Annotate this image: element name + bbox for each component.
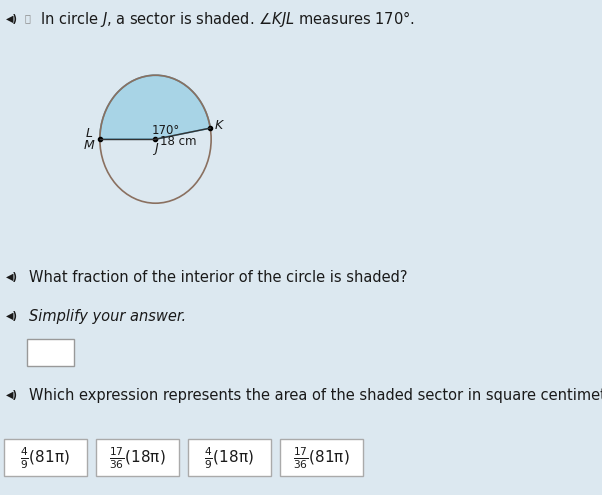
Text: 🖼: 🖼 <box>25 14 31 24</box>
FancyBboxPatch shape <box>96 440 179 476</box>
Text: 18 cm: 18 cm <box>160 135 197 148</box>
Text: ◀): ◀) <box>5 390 17 400</box>
FancyBboxPatch shape <box>27 339 74 366</box>
Text: ◀): ◀) <box>5 14 17 24</box>
FancyBboxPatch shape <box>188 440 271 476</box>
Text: $\frac{17}{36}$(18π): $\frac{17}{36}$(18π) <box>109 445 166 471</box>
Text: L: L <box>85 127 93 140</box>
Text: K: K <box>215 119 223 132</box>
Text: In circle $J$, a sector is shaded. $\angle KJL$ measures 170°.: In circle $J$, a sector is shaded. $\ang… <box>40 8 415 29</box>
Text: $\frac{4}{9}$(81π): $\frac{4}{9}$(81π) <box>20 445 70 471</box>
Text: M: M <box>84 139 95 151</box>
Text: ◀): ◀) <box>5 311 17 321</box>
Wedge shape <box>100 75 210 139</box>
Text: 170°: 170° <box>152 124 181 137</box>
Text: ◀): ◀) <box>5 272 17 282</box>
Text: J: J <box>155 142 158 154</box>
Text: What fraction of the interior of the circle is shaded?: What fraction of the interior of the cir… <box>29 270 408 285</box>
Text: Simplify your answer.: Simplify your answer. <box>29 309 187 324</box>
Text: $\frac{4}{9}$(18π): $\frac{4}{9}$(18π) <box>205 445 254 471</box>
FancyBboxPatch shape <box>4 440 87 476</box>
FancyBboxPatch shape <box>280 440 363 476</box>
Text: Which expression represents the area of the shaded sector in square centimeters?: Which expression represents the area of … <box>29 388 602 402</box>
Text: $\frac{17}{36}$(81π): $\frac{17}{36}$(81π) <box>293 445 350 471</box>
